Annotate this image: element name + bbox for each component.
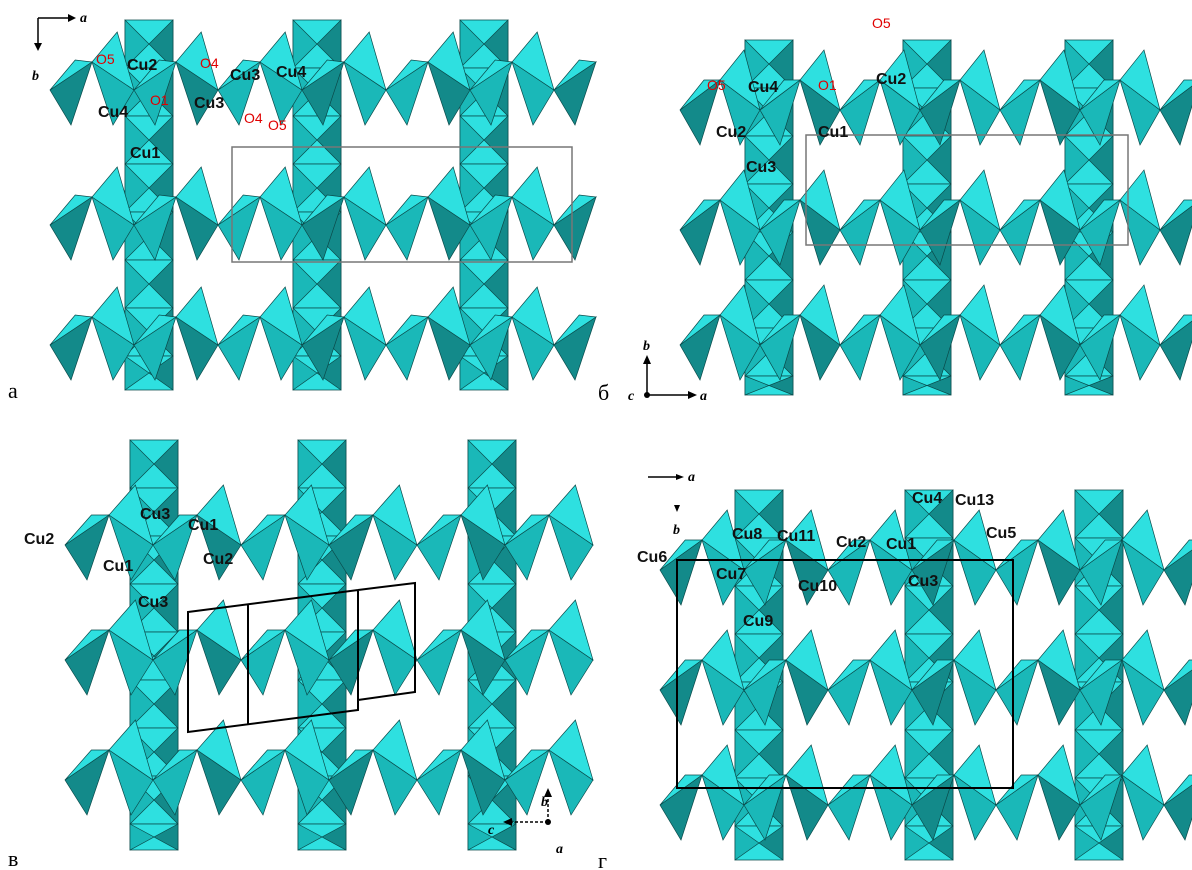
atom-label: Cu2 [127,57,157,74]
atom-label: O4 [200,55,219,71]
axis-arrow [38,18,70,45]
atom-label: Cu4 [98,104,128,121]
axis-label: b [673,523,680,538]
atom-label: Cu3 [908,573,938,590]
atom-label: O5 [96,51,115,67]
atom-label: O5 [268,117,287,133]
axis-label: c [488,823,495,838]
atom-label: Cu3 [138,594,168,611]
atom-label: O1 [150,92,169,108]
atom-label: O4 [244,110,263,126]
atom-label: Cu1 [188,517,218,534]
atom-label: Cu1 [886,536,916,553]
arrow-head [674,474,684,512]
atom-label: Cu2 [716,124,746,141]
atom-label: Cu3 [230,67,260,84]
figure: а a b O5 Cu2 O4 Cu3 Cu4 O1 Cu3 Cu4 O4 O5… [0,0,1192,870]
atom-label: Cu2 [24,531,54,548]
panel-label: в [8,846,18,870]
panel-label: г [598,848,607,870]
atom-label: Cu9 [743,613,773,630]
arrow-head [34,14,76,51]
atom-label: Cu2 [203,551,233,568]
axis-dot [545,819,551,825]
atom-label: Cu13 [955,492,994,509]
axis-dot [644,392,650,398]
atom-label: O1 [818,77,837,93]
atom-label: Cu3 [746,159,776,176]
atom-label: Cu10 [798,578,837,595]
atom-label: Cu7 [716,566,746,583]
polyhedra [50,20,1192,860]
atom-label: Cu4 [276,64,306,81]
axis-label: a [688,470,695,485]
atom-label: Cu11 [777,528,815,545]
axis-arrow [647,362,690,395]
atom-label: Cu2 [876,71,906,88]
atom-label: O5 [707,77,726,93]
atom-label: Cu4 [748,79,778,96]
atom-label: Cu1 [103,558,133,575]
axis-label: b [32,69,39,84]
atom-label: Cu2 [836,534,866,551]
atom-label: Cu6 [637,549,667,566]
axis-label: a [80,11,87,26]
axis-label: a [556,842,563,857]
atom-label: Cu8 [732,526,762,543]
atom-label: Cu1 [818,124,848,141]
atom-label: Cu5 [986,525,1016,542]
panel-label: б [598,380,609,405]
panel-label: а [8,378,18,403]
arrow-head [643,355,697,399]
axis-label: b [541,795,548,810]
axis-label: c [628,389,635,404]
atom-label: O5 [872,15,891,31]
atom-label: Cu4 [912,490,942,507]
atom-label: Cu1 [130,145,160,162]
axis-label: b [643,339,650,354]
atom-label: Cu3 [140,506,170,523]
axis-label: a [700,389,707,404]
atom-label: Cu3 [194,95,224,112]
